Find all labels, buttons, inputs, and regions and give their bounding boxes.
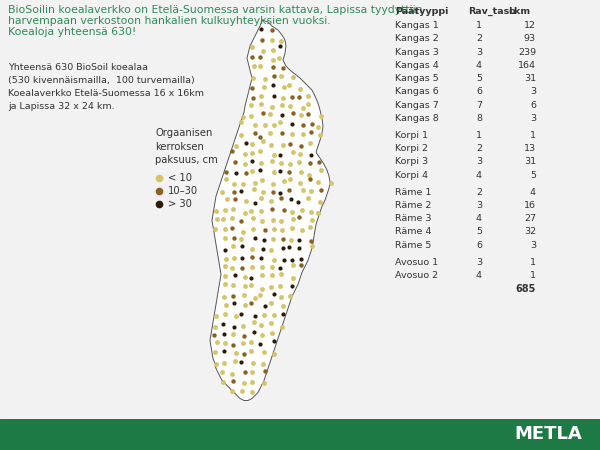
Text: Kangas 4: Kangas 4 — [395, 61, 439, 70]
Text: Räme 5: Räme 5 — [395, 241, 431, 250]
Text: 8: 8 — [476, 114, 482, 123]
Text: > 30: > 30 — [168, 199, 192, 209]
Text: 3: 3 — [476, 158, 482, 166]
Text: 4: 4 — [476, 171, 482, 180]
Text: 2: 2 — [476, 35, 482, 44]
Text: 4: 4 — [530, 188, 536, 197]
Text: Päätyyppi: Päätyyppi — [395, 7, 448, 16]
Text: 3: 3 — [476, 48, 482, 57]
Text: Kangas 5: Kangas 5 — [395, 74, 439, 83]
Text: Korpi 4: Korpi 4 — [395, 171, 428, 180]
Text: Kangas 8: Kangas 8 — [395, 114, 439, 123]
Text: harvempaan verkostoon hankalien kulkuyhteyksien vuoksi.: harvempaan verkostoon hankalien kulkuyht… — [8, 16, 331, 26]
Text: Kangas 2: Kangas 2 — [395, 35, 439, 44]
Text: Kangas 3: Kangas 3 — [395, 48, 439, 57]
Polygon shape — [210, 20, 330, 400]
Text: 164: 164 — [518, 61, 536, 70]
Text: 7: 7 — [476, 100, 482, 109]
Text: Räme 2: Räme 2 — [395, 201, 431, 210]
Text: 239: 239 — [518, 48, 536, 57]
Text: 5: 5 — [476, 227, 482, 236]
Text: Korpi 1: Korpi 1 — [395, 131, 428, 140]
Text: 16: 16 — [524, 201, 536, 210]
Text: 2: 2 — [476, 144, 482, 153]
Text: Kangas 6: Kangas 6 — [395, 87, 439, 96]
Text: Korpi 3: Korpi 3 — [395, 158, 428, 166]
Text: Kangas 1: Kangas 1 — [395, 21, 439, 30]
Text: 6: 6 — [476, 87, 482, 96]
Text: 31: 31 — [524, 74, 536, 83]
Text: 3: 3 — [476, 258, 482, 267]
Text: 3: 3 — [530, 114, 536, 123]
Text: 1: 1 — [476, 131, 482, 140]
Text: Räme 3: Räme 3 — [395, 214, 431, 223]
Text: 3: 3 — [530, 87, 536, 96]
Text: 6: 6 — [530, 100, 536, 109]
Text: Koealoja yhteensä 630!: Koealoja yhteensä 630! — [8, 27, 136, 37]
Text: 1: 1 — [476, 21, 482, 30]
Text: Lkm: Lkm — [508, 7, 530, 16]
Text: 27: 27 — [524, 214, 536, 223]
Text: 5: 5 — [476, 74, 482, 83]
Text: BioSoilin koealaverkko on Etelä-Suomessa varsin kattava, Lapissa tyydyttiin: BioSoilin koealaverkko on Etelä-Suomessa… — [8, 5, 422, 15]
Text: Orgaanisen
kerroksen
paksuus, cm: Orgaanisen kerroksen paksuus, cm — [155, 128, 218, 165]
Text: 1: 1 — [530, 131, 536, 140]
Text: METLA: METLA — [514, 425, 582, 443]
Text: Räme 1: Räme 1 — [395, 188, 431, 197]
Text: Räme 4: Räme 4 — [395, 227, 431, 236]
Text: 31: 31 — [524, 158, 536, 166]
Text: 4: 4 — [476, 271, 482, 280]
Text: 5: 5 — [530, 171, 536, 180]
Text: Avosuo 1: Avosuo 1 — [395, 258, 438, 267]
Text: 32: 32 — [524, 227, 536, 236]
Text: 3: 3 — [476, 201, 482, 210]
Text: Kangas 7: Kangas 7 — [395, 100, 439, 109]
Text: 93: 93 — [524, 35, 536, 44]
Text: 6: 6 — [476, 241, 482, 250]
Text: 4: 4 — [476, 61, 482, 70]
Text: Korpi 2: Korpi 2 — [395, 144, 428, 153]
Text: 13: 13 — [524, 144, 536, 153]
Text: 10–30: 10–30 — [168, 186, 198, 196]
Text: 12: 12 — [524, 21, 536, 30]
Text: Avosuo 2: Avosuo 2 — [395, 271, 438, 280]
Text: 1: 1 — [530, 258, 536, 267]
Text: Yhteensä 630 BioSoil koealaa
(530 kivennäismailla,  100 turvemailla)
Koealaverkk: Yhteensä 630 BioSoil koealaa (530 kivenn… — [8, 63, 204, 111]
Text: 2: 2 — [476, 188, 482, 197]
Text: 685: 685 — [515, 284, 536, 294]
Text: < 10: < 10 — [168, 173, 192, 183]
Text: 1: 1 — [530, 271, 536, 280]
Text: 3: 3 — [530, 241, 536, 250]
Text: 4: 4 — [476, 214, 482, 223]
Text: Rav_taso: Rav_taso — [468, 7, 516, 16]
